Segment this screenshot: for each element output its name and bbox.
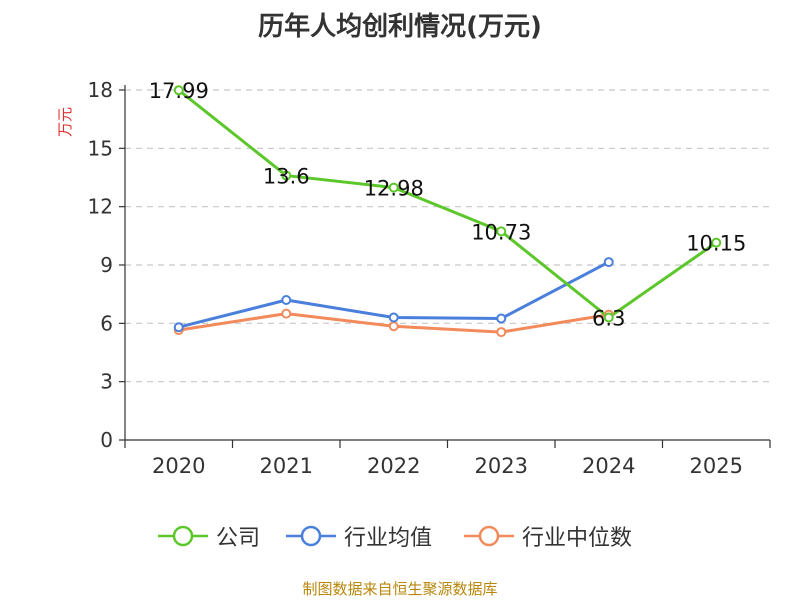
x-tick-label-2024: 2024 bbox=[582, 454, 635, 478]
point-series0-2024 bbox=[603, 312, 614, 323]
legend-label-industry-mean: 行业均值 bbox=[344, 526, 433, 551]
legend-marker-company bbox=[158, 525, 208, 547]
data-label-2023: 10.73 bbox=[471, 220, 531, 244]
point-series1-2023 bbox=[496, 313, 507, 324]
series-line-0 bbox=[177, 89, 718, 319]
legend-item-industry-mean[interactable]: 行业均值 bbox=[286, 520, 432, 552]
data-label-2025: 10.15 bbox=[686, 232, 746, 256]
point-series1-2024 bbox=[603, 257, 614, 268]
y-tick-label-18: 18 bbox=[88, 78, 113, 102]
y-tick-label-3: 3 bbox=[100, 370, 113, 394]
x-tick-label-2025: 2025 bbox=[690, 454, 743, 478]
legend-item-industry-median[interactable]: 行业中位数 bbox=[464, 520, 632, 552]
legend-marker-industry-median bbox=[464, 525, 514, 547]
legend-item-company[interactable]: 公司 bbox=[158, 520, 260, 552]
point-series1-2021 bbox=[281, 295, 292, 305]
point-series0-2021 bbox=[281, 170, 292, 181]
point-series1-2022 bbox=[388, 312, 399, 323]
legend-label-industry-median: 行业中位数 bbox=[522, 526, 633, 551]
y-axis-label: 万元 bbox=[56, 107, 74, 137]
chart-title: 历年人均创利情况(万元) bbox=[258, 12, 542, 42]
y-tick-label-0: 0 bbox=[100, 428, 113, 452]
legend-label-company: 公司 bbox=[216, 526, 261, 551]
legend-marker-industry-mean bbox=[286, 525, 336, 547]
data-label-2022: 12.98 bbox=[364, 177, 424, 201]
data-label-2020: 17.99 bbox=[149, 79, 209, 103]
point-series1-2020 bbox=[173, 322, 184, 333]
point-series2-2023 bbox=[496, 327, 507, 338]
point-series0-2023 bbox=[496, 226, 507, 237]
y-tick-label-6: 6 bbox=[100, 311, 113, 335]
x-tick-label-2021: 2021 bbox=[260, 454, 313, 478]
y-tick-label-12: 12 bbox=[88, 195, 113, 219]
point-series2-2021 bbox=[281, 308, 292, 319]
point-series0-2020 bbox=[173, 85, 184, 96]
data-label-2024: 6.3 bbox=[592, 307, 625, 331]
x-tick-label-2023: 2023 bbox=[475, 454, 528, 478]
point-series2-2022 bbox=[388, 321, 399, 332]
y-tick-label-15: 15 bbox=[88, 136, 113, 160]
x-tick-label-2022: 2022 bbox=[367, 454, 420, 478]
y-tick-label-9: 9 bbox=[100, 253, 113, 277]
data-label-2021: 13.6 bbox=[263, 165, 310, 189]
point-series0-2022 bbox=[388, 182, 399, 193]
point-series0-2025 bbox=[711, 237, 722, 248]
source-note: 制图数据来自恒生聚源数据库 bbox=[302, 580, 498, 598]
x-tick-label-2020: 2020 bbox=[152, 454, 205, 478]
